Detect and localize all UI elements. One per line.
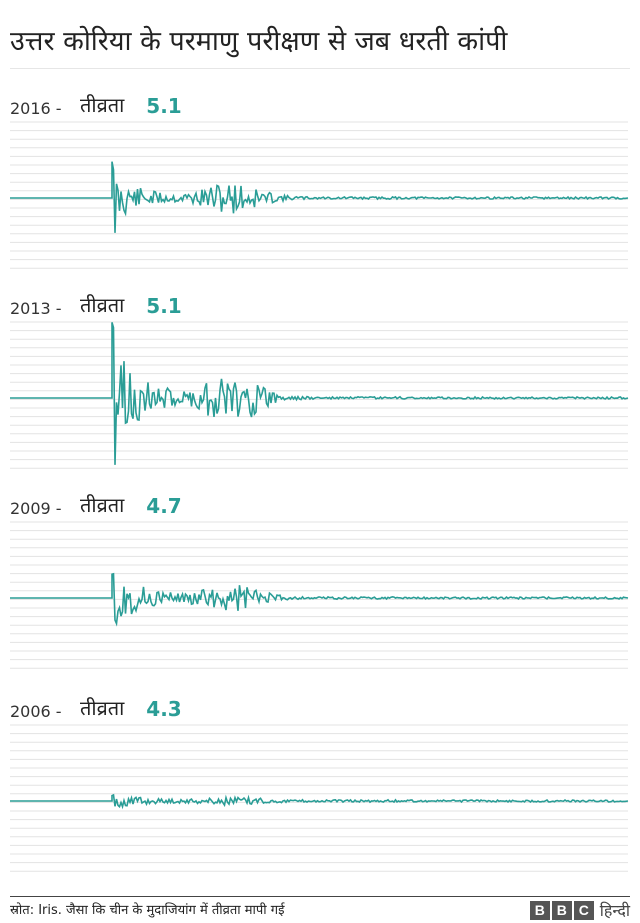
logo-letter: B — [529, 900, 550, 920]
seismogram-2009 — [10, 521, 629, 669]
year-label: 2009 - — [10, 499, 62, 518]
magnitude-label: तीव्रता — [80, 696, 125, 720]
logo-word: हिन्दी — [599, 901, 630, 920]
magnitude-value: 5.1 — [146, 94, 182, 118]
seismogram-panel-2016: 2016 - तीव्रता 5.1 — [0, 90, 640, 280]
logo-letter: B — [551, 900, 572, 920]
magnitude-value: 4.3 — [146, 697, 182, 721]
source-note: स्रोत: Iris. जैसा कि चीन के मुदाजियांग म… — [10, 903, 285, 918]
seismogram-2016 — [10, 121, 629, 269]
footer-divider — [10, 896, 630, 897]
seismogram-2013 — [10, 321, 629, 469]
seismogram-2006 — [10, 724, 629, 872]
logo-letter: C — [573, 900, 594, 920]
year-label: 2006 - — [10, 702, 62, 721]
title-divider — [10, 68, 630, 69]
panel-header: 2013 - तीव्रता 5.1 — [10, 290, 182, 318]
seismogram-trace — [10, 161, 629, 233]
year-label: 2013 - — [10, 299, 62, 318]
panel-header: 2006 - तीव्रता 4.3 — [10, 693, 182, 721]
chart-title: उत्तर कोरिया के परमाणु परीक्षण से जब धरत… — [10, 26, 508, 57]
magnitude-value: 5.1 — [146, 294, 182, 318]
bbc-hindi-logo: B B C हिन्दी — [529, 899, 630, 921]
year-label: 2016 - — [10, 99, 62, 118]
panel-header: 2016 - तीव्रता 5.1 — [10, 90, 182, 118]
seismogram-panel-2006: 2006 - तीव्रता 4.3 — [0, 693, 640, 883]
magnitude-value: 4.7 — [146, 494, 182, 518]
seismogram-panel-2013: 2013 - तीव्रता 5.1 — [0, 290, 640, 480]
seismogram-trace — [10, 572, 629, 627]
magnitude-label: तीव्रता — [80, 293, 125, 317]
seismogram-trace — [10, 322, 629, 465]
seismogram-panel-2009: 2009 - तीव्रता 4.7 — [0, 490, 640, 680]
magnitude-label: तीव्रता — [80, 93, 125, 117]
magnitude-label: तीव्रता — [80, 493, 125, 517]
seismogram-trace — [10, 793, 629, 810]
panel-header: 2009 - तीव्रता 4.7 — [10, 490, 182, 518]
